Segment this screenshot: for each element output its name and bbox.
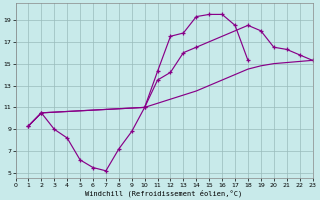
- X-axis label: Windchill (Refroidissement éolien,°C): Windchill (Refroidissement éolien,°C): [85, 189, 243, 197]
